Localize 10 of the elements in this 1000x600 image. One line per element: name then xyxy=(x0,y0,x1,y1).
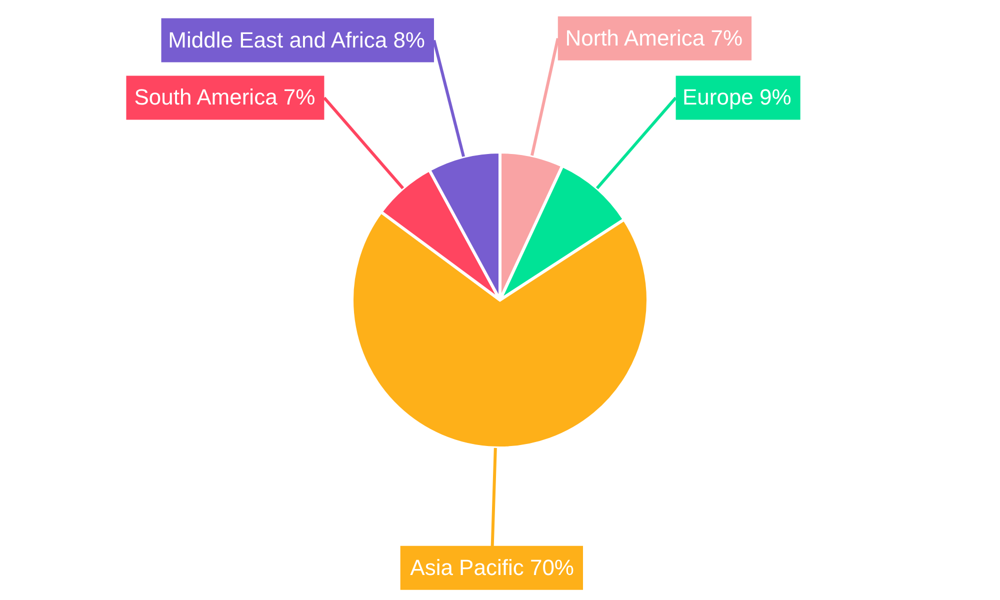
slice-label: North America xyxy=(565,25,706,50)
slice-label: South America xyxy=(134,84,278,110)
data-label: 7% xyxy=(710,25,743,50)
data-label: 70% xyxy=(530,554,574,580)
data-label: 8% xyxy=(393,27,425,52)
data-label: 9% xyxy=(760,84,792,110)
slice-label: Asia Pacific xyxy=(410,554,524,580)
data-label: 7% xyxy=(283,84,316,110)
slice-label: Middle East and Africa xyxy=(168,27,388,52)
slice-label: Europe xyxy=(682,84,754,110)
